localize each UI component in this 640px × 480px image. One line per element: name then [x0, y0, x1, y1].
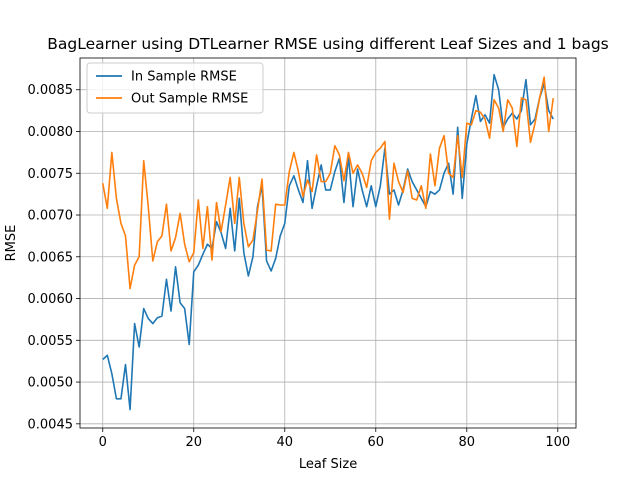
series-lines	[101, 73, 555, 411]
legend-box	[86, 62, 264, 114]
x-tick-label: 40	[276, 435, 293, 450]
legend-label-out-sample: Out Sample RMSE	[131, 92, 248, 107]
series-line-out-sample	[101, 76, 555, 290]
y-axis-label: RMSE	[4, 225, 19, 262]
plot-frame	[79, 57, 577, 429]
x-tick-label: 80	[459, 435, 476, 450]
x-tick-label: 20	[185, 435, 202, 450]
y-tick-label: 0.0085	[28, 83, 74, 98]
y-tick-label: 0.0070	[28, 209, 74, 224]
axis-ticks: 0 20 40 60 80 100 0.0045 0.0050 0.0055 0.0060 0.00…	[28, 83, 571, 450]
series-line-in-sample	[102, 73, 554, 411]
x-tick-label: 60	[368, 435, 385, 450]
y-tick-label: 0.0075	[28, 167, 74, 182]
y-tick-label: 0.0050	[28, 376, 74, 391]
chart-title: BagLearner using DTLearner RMSE using di…	[47, 35, 608, 53]
grid-lines	[80, 58, 576, 428]
x-tick-label: 0	[99, 435, 107, 450]
y-tick-label: 0.0060	[28, 292, 74, 307]
y-tick-label: 0.0045	[28, 417, 74, 432]
y-tick-label: 0.0065	[28, 250, 74, 265]
legend: In Sample RMSE Out Sample RMSE	[86, 62, 264, 114]
y-tick-label: 0.0055	[28, 334, 74, 349]
x-tick-label: 100	[545, 435, 570, 450]
legend-label-in-sample: In Sample RMSE	[131, 70, 237, 85]
y-tick-label: 0.0080	[28, 125, 74, 140]
x-axis-label: Leaf Size	[299, 457, 357, 472]
